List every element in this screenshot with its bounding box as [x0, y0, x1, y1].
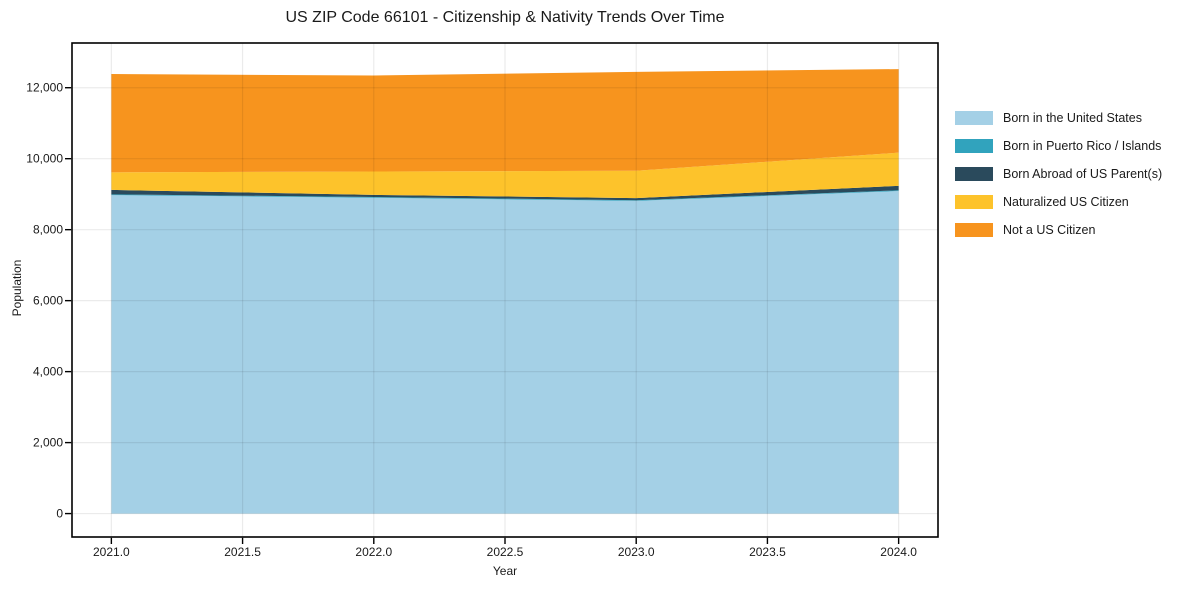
legend-swatch-icon — [955, 111, 993, 125]
x-tick-label: 2022.0 — [355, 545, 392, 559]
legend-swatch-icon — [955, 139, 993, 153]
x-tick-label: 2022.5 — [487, 545, 524, 559]
legend: Born in the United States Born in Puerto … — [955, 104, 1162, 244]
y-tick-label: 12,000 — [26, 81, 63, 95]
legend-swatch-icon — [955, 195, 993, 209]
y-tick-label: 2,000 — [33, 436, 63, 450]
x-axis-label: Year — [492, 564, 518, 578]
area-born-abroad-of-us-parent-s — [111, 185, 899, 201]
y-tick-label: 4,000 — [33, 365, 63, 379]
legend-item-not-a-us-citizen: Not a US Citizen — [955, 216, 1162, 244]
x-tick-label: 2023.0 — [618, 545, 655, 559]
legend-swatch-icon — [955, 167, 993, 181]
x-tick-label: 2021.0 — [93, 545, 130, 559]
y-tick-label: 0 — [56, 507, 63, 521]
chart-title: US ZIP Code 66101 - Citizenship & Nativi… — [285, 9, 725, 26]
y-tick-label: 8,000 — [33, 223, 63, 237]
legend-item-born-abroad-of-us-parent-s: Born Abroad of US Parent(s) — [955, 160, 1162, 188]
legend-item-born-in-puerto-rico-islands: Born in Puerto Rico / Islands — [955, 132, 1162, 160]
y-tick-label: 10,000 — [26, 152, 63, 166]
area-born-in-puerto-rico-islands — [111, 190, 899, 201]
legend-item-born-in-the-united-states: Born in the United States — [955, 104, 1162, 132]
x-tick-label: 2024.0 — [880, 545, 917, 559]
y-axis-label: Population — [10, 259, 24, 317]
area-not-a-us-citizen — [111, 69, 899, 173]
legend-label: Born in Puerto Rico / Islands — [1003, 139, 1162, 153]
x-tick-label: 2021.5 — [224, 545, 261, 559]
legend-label: Not a US Citizen — [1003, 223, 1096, 237]
legend-swatch-icon — [955, 223, 993, 237]
legend-label: Born Abroad of US Parent(s) — [1003, 167, 1163, 181]
legend-label: Born in the United States — [1003, 111, 1142, 125]
legend-label: Naturalized US Citizen — [1003, 195, 1129, 209]
axes-spines — [71, 42, 939, 538]
area-born-in-the-united-states — [111, 190, 899, 514]
x-tick-label: 2023.5 — [749, 545, 786, 559]
area-naturalized-us-citizen — [111, 152, 899, 199]
legend-item-naturalized-us-citizen: Naturalized US Citizen — [955, 188, 1162, 216]
y-tick-label: 6,000 — [33, 294, 63, 308]
